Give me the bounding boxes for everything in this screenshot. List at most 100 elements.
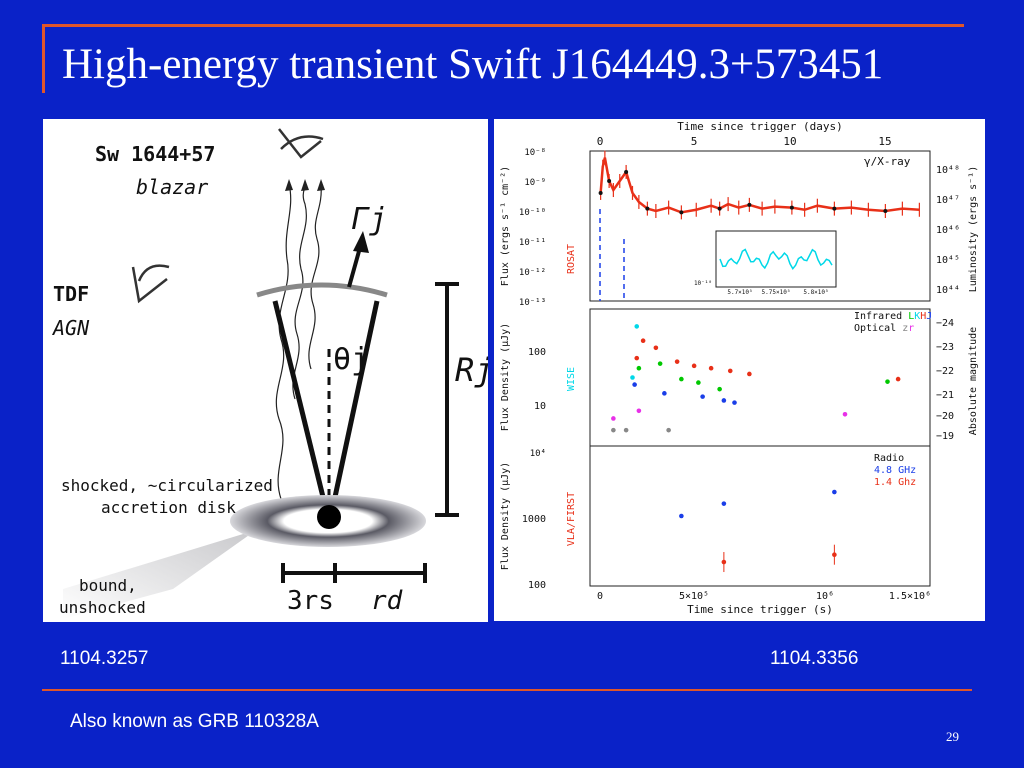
- bottom-tick-0: 0: [597, 591, 603, 602]
- p2-point-s0: [691, 363, 697, 369]
- p1-ytick-right-3: 10⁴⁶: [936, 225, 960, 236]
- bottom-axis-title: Time since trigger (s): [687, 603, 833, 616]
- p2-ytick-right-1: −24: [936, 318, 954, 329]
- page-number: 29: [946, 729, 959, 744]
- jet-cap-arc: [256, 282, 388, 298]
- black-hole: [317, 505, 341, 529]
- p2-point-s1: [679, 376, 684, 382]
- p1-ytick-1: 10⁻⁸: [524, 148, 546, 158]
- p2-ytick-right-5: −20: [936, 411, 954, 422]
- sw-label: Sw 1644+57: [95, 142, 215, 166]
- p2-ir-optical-data: [611, 324, 901, 433]
- p3-point-s0: [832, 489, 837, 495]
- p2-legend-infrared: Infrared: [854, 311, 902, 322]
- p3-ytick-1000: 1000: [522, 514, 546, 525]
- bottom-tick-5e5: 5×10⁵: [679, 591, 709, 602]
- bound-flow-shading: [63, 511, 283, 619]
- bottom-tick-1.5e6: 1.5×10⁶: [889, 591, 931, 602]
- p1-ylabel: Flux (ergs s⁻¹ cm⁻²): [500, 166, 511, 286]
- inset-tick-1: 5.7×10⁵: [727, 289, 752, 296]
- title-vertical-rule: [42, 25, 45, 93]
- p2-legend-h: H: [920, 311, 926, 322]
- jet-schematic-figure: Sw 1644+57 blazar TDF AGN Γj θj Rj shock…: [43, 119, 488, 622]
- p2-point-s4: [636, 408, 642, 414]
- p2-point-s0: [747, 371, 752, 377]
- p3-legend-14: 1.4 Ghz: [874, 477, 916, 488]
- p2-point-s1: [717, 386, 722, 392]
- p2-point-s3: [732, 400, 737, 405]
- p2-legend-optical: Optical: [854, 323, 896, 334]
- p2-point-s1: [657, 361, 663, 366]
- p2-point-s0: [708, 365, 714, 371]
- slide-title: High-energy transient Swift J164449.3+57…: [62, 41, 884, 88]
- xray-point: [883, 209, 888, 213]
- top-tick-15: 15: [878, 135, 891, 148]
- p1-ytick-5: 10⁻¹²: [519, 268, 546, 278]
- left-reference: 1104.3257: [60, 648, 149, 669]
- p2-legend-r: r: [908, 323, 914, 334]
- rd-label: rd: [371, 586, 403, 616]
- xray-point: [607, 179, 612, 183]
- p2-ylabel: Flux Density (μJy): [500, 323, 511, 431]
- p3-point-s1: [721, 559, 727, 565]
- gamma-arrowhead: [353, 231, 369, 253]
- agn-label: AGN: [51, 316, 90, 340]
- p1-xray-data: [598, 150, 920, 220]
- p2-point-s5: [623, 427, 629, 433]
- p2-legend-l: L: [908, 311, 914, 322]
- p2-legend-infrared-row: Infrared LKHJ: [854, 311, 932, 322]
- p3-point-s1: [832, 552, 837, 557]
- xray-point: [747, 202, 752, 207]
- theta-label: θj: [333, 342, 369, 377]
- p2-ytick-right-2: −23: [936, 342, 954, 353]
- xray-series-line: [599, 157, 920, 214]
- bottom-tick-1e6: 10⁶: [816, 591, 834, 602]
- p2-legend-z: z: [902, 323, 908, 334]
- xray-point: [832, 206, 837, 211]
- p2-point-s1: [636, 365, 642, 371]
- tdf-label: TDF: [53, 282, 89, 306]
- p3-ytick-100: 100: [528, 580, 546, 591]
- p2-point-s0: [727, 368, 733, 374]
- inset-tick-3: 5.8×10⁵: [803, 289, 828, 296]
- p2-legend-optical-row: Optical zr: [854, 323, 914, 334]
- p2-point-s2: [630, 375, 635, 380]
- p1-ytick-right-4: 10⁴⁵: [936, 255, 960, 266]
- footer-rule: [42, 689, 972, 691]
- p2-ytick-right-4: −21: [936, 390, 954, 401]
- p3-side-label: VLA/FIRST: [566, 492, 577, 546]
- p2-point-s4: [611, 416, 616, 421]
- p2-point-s4: [842, 412, 848, 417]
- p2-legend-j: J: [926, 311, 932, 322]
- right-reference: 1104.3356: [770, 648, 859, 669]
- p3-legend-title: Radio: [874, 453, 904, 464]
- photon-arrowhead-2: [301, 179, 309, 191]
- p1-ytick-3: 10⁻¹⁰: [519, 208, 546, 218]
- p3-legend-48: 4.8 GHz: [874, 465, 916, 476]
- p1-ytick-2: 10⁻⁹: [524, 178, 546, 188]
- p2-side-label: WISE: [566, 367, 577, 391]
- p2-point-s5: [666, 427, 671, 433]
- inset-series-line: [719, 248, 833, 271]
- jet-schematic-svg: Sw 1644+57 blazar TDF AGN Γj θj Rj shock…: [51, 128, 488, 619]
- p2-point-s0: [653, 345, 659, 351]
- p2-point-s1: [885, 379, 890, 384]
- p2-ylabel-right: Absolute magnitude: [968, 327, 979, 435]
- top-axis-title: Time since trigger (days): [677, 120, 843, 133]
- lightcurve-figure: Time since trigger (days) 0 5 10 15 0 5×…: [494, 119, 985, 621]
- panel1-frame: [589, 150, 931, 302]
- p2-point-s2: [634, 324, 640, 329]
- disk-label-line1: shocked, ~circularized: [61, 476, 273, 495]
- gamma-label: Γj: [351, 202, 387, 237]
- observer-eye-blazar-icon: [278, 128, 324, 159]
- p2-ytick-right-6: −19: [936, 431, 954, 442]
- bound-label-line1: bound,: [79, 576, 137, 595]
- bound-label-line2: unshocked: [59, 598, 146, 617]
- p1-ytick-6: 10⁻¹³: [519, 298, 546, 308]
- p1-side-label: ROSAT: [566, 244, 577, 274]
- p2-point-s1: [696, 380, 701, 385]
- photon-arrowhead-3: [317, 179, 325, 191]
- p2-ytick-10: 10: [534, 401, 546, 412]
- inset-tick-2: 5.75×10⁵: [762, 289, 791, 296]
- p2-point-s3: [632, 382, 637, 387]
